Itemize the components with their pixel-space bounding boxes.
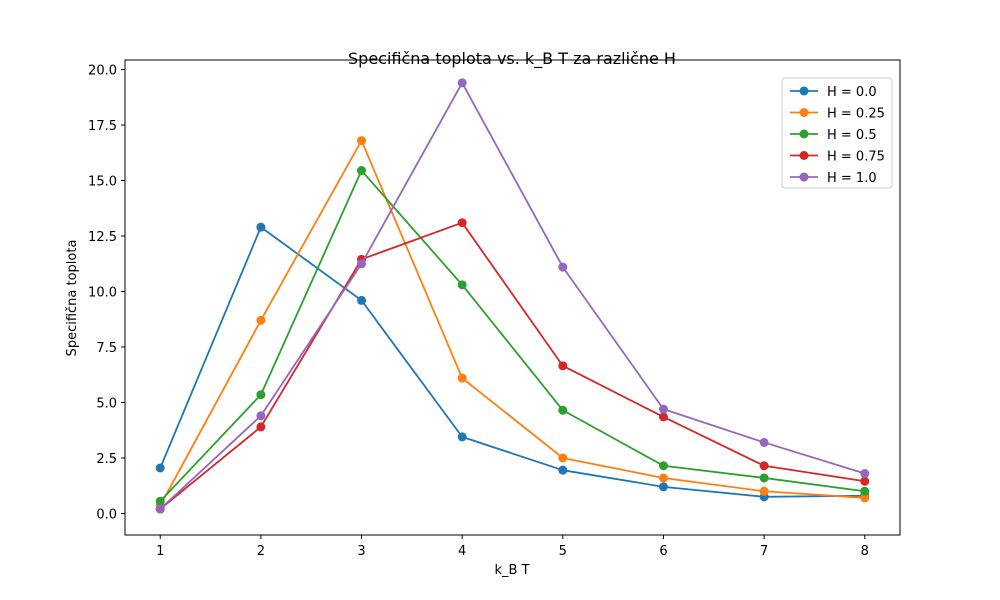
data-point bbox=[558, 465, 568, 475]
legend-label: H = 0.75 bbox=[827, 150, 885, 165]
data-point bbox=[357, 166, 367, 176]
legend-item: H = 0.25 bbox=[790, 107, 885, 122]
series-line bbox=[159, 226, 865, 498]
legend-box bbox=[781, 77, 893, 189]
x-tick-label: 6 bbox=[659, 544, 667, 559]
y-tick-label: 0.0 bbox=[96, 507, 117, 522]
legend-marker bbox=[799, 172, 809, 182]
legend-label: H = 0.25 bbox=[827, 107, 885, 122]
y-tick-label: 7.5 bbox=[96, 341, 117, 356]
y-tick-label: 2.5 bbox=[96, 452, 117, 467]
plot-frame bbox=[124, 59, 901, 536]
x-tick-label: 4 bbox=[458, 544, 466, 559]
data-point bbox=[256, 411, 266, 421]
data-point bbox=[860, 469, 870, 479]
data-point bbox=[658, 473, 668, 483]
plot-area bbox=[155, 78, 870, 514]
legend-marker bbox=[799, 108, 809, 117]
x-axis-label: k_B T bbox=[494, 563, 529, 578]
legend-marker bbox=[799, 86, 809, 96]
data-point bbox=[558, 453, 568, 463]
series-line bbox=[159, 81, 866, 510]
legend-label: H = 0.5 bbox=[827, 128, 877, 143]
data-point bbox=[658, 404, 668, 414]
legend-item: H = 0.0 bbox=[790, 85, 877, 100]
series-0 bbox=[155, 222, 870, 502]
data-point bbox=[658, 482, 668, 492]
y-tick-label: 20.0 bbox=[88, 64, 117, 79]
series-line bbox=[159, 139, 865, 507]
legend-label: H = 1.0 bbox=[827, 171, 877, 186]
y-tick-label: 10.0 bbox=[88, 286, 117, 301]
data-point bbox=[759, 486, 769, 496]
data-point bbox=[558, 361, 568, 371]
y-tick-label: 17.5 bbox=[88, 119, 117, 134]
x-tick-label: 2 bbox=[257, 544, 265, 559]
y-axis: 0.0 2.5 5.0 7.5 10.0 12.5 15.0 17.5 20.0 bbox=[88, 64, 125, 522]
y-tick-label: 5.0 bbox=[96, 396, 117, 411]
series-line bbox=[159, 221, 865, 510]
y-tick-label: 15.0 bbox=[88, 175, 117, 190]
data-point bbox=[357, 259, 367, 269]
data-point bbox=[457, 280, 467, 290]
data-point bbox=[860, 486, 870, 496]
data-point bbox=[256, 422, 266, 432]
legend-item: H = 0.75 bbox=[790, 150, 885, 165]
x-tick-label: 8 bbox=[861, 544, 869, 559]
series-line bbox=[159, 169, 865, 502]
legend: H = 0.0 H = 0.25 H = 0.5 H = 0.75 H = 1.0 bbox=[781, 77, 893, 189]
chart-title: Specifična toplota vs. k_B T za različne… bbox=[348, 49, 676, 69]
x-tick-label: 7 bbox=[760, 544, 768, 559]
data-point bbox=[457, 78, 467, 88]
data-point bbox=[155, 504, 165, 514]
series-4 bbox=[155, 78, 870, 514]
data-point bbox=[457, 373, 467, 383]
data-point bbox=[759, 437, 769, 447]
x-tick-label: 5 bbox=[559, 544, 567, 559]
data-point bbox=[256, 315, 266, 325]
series-1 bbox=[155, 136, 870, 511]
y-tick-label: 12.5 bbox=[88, 230, 117, 245]
data-point bbox=[558, 405, 568, 415]
data-point bbox=[457, 218, 467, 228]
y-axis-label: Specifična toplota bbox=[65, 240, 80, 357]
x-axis: 1 2 3 4 5 6 7 8 bbox=[156, 535, 869, 559]
data-point bbox=[256, 222, 266, 232]
data-point bbox=[658, 461, 668, 471]
legend-item: H = 0.5 bbox=[790, 128, 877, 143]
data-point bbox=[759, 461, 769, 471]
data-point bbox=[256, 390, 266, 400]
data-point bbox=[860, 476, 870, 486]
data-point bbox=[759, 473, 769, 483]
legend-marker bbox=[799, 151, 809, 160]
series-2 bbox=[155, 166, 870, 506]
data-point bbox=[558, 262, 568, 272]
data-point bbox=[860, 493, 870, 503]
data-point bbox=[357, 295, 367, 305]
data-point bbox=[357, 136, 367, 146]
data-point bbox=[658, 412, 668, 422]
legend-item: H = 1.0 bbox=[790, 171, 877, 186]
x-tick-label: 3 bbox=[357, 544, 365, 559]
data-point bbox=[155, 463, 165, 473]
x-tick-label: 1 bbox=[156, 544, 164, 559]
data-point bbox=[155, 496, 165, 506]
legend-label: H = 0.0 bbox=[827, 85, 877, 100]
legend-marker bbox=[799, 129, 809, 139]
data-point bbox=[457, 432, 467, 442]
